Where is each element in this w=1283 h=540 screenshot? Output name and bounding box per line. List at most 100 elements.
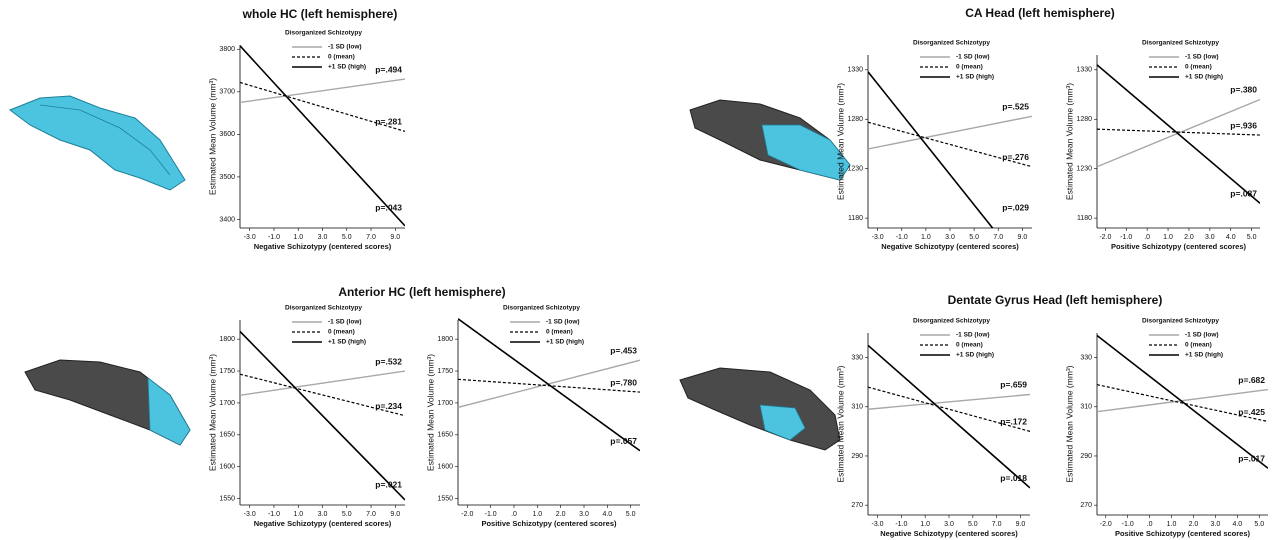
annotation: p=.057 <box>610 436 637 446</box>
annotation: p=.018 <box>1000 473 1027 483</box>
x-tick-label: 9.0 <box>390 511 400 518</box>
x-tick-label: 7.0 <box>992 521 1002 528</box>
x-tick-label: -1.0 <box>485 511 497 518</box>
brain-anterior-hc <box>24 359 191 446</box>
x-tick-label: -1.0 <box>1120 234 1132 241</box>
annotation: p=.281 <box>375 117 402 127</box>
y-tick-label: 1750 <box>219 368 235 375</box>
y-tick-label: 1230 <box>847 166 863 173</box>
annotation: p=.021 <box>375 479 402 489</box>
y-axis-label: Estimated Mean Volume (mm³) <box>207 78 217 195</box>
legend-label: 0 (mean) <box>1185 342 1212 349</box>
y-tick-label: 310 <box>1080 404 1092 411</box>
chart-title: CA Head (left hemisphere) <box>965 6 1115 20</box>
brain-whole-hc <box>8 95 186 191</box>
x-tick-label: 7.0 <box>993 234 1003 241</box>
legend-label: +1 SD (high) <box>956 352 994 359</box>
x-tick-label: 1.0 <box>293 511 303 518</box>
x-tick-label: 4.0 <box>1226 234 1236 241</box>
y-tick-label: 3500 <box>219 174 235 181</box>
legend-label: +1 SD (high) <box>328 339 366 346</box>
y-tick-label: 1700 <box>219 400 235 407</box>
x-tick-label: 3.0 <box>944 521 954 528</box>
legend-label: +1 SD (high) <box>956 74 994 81</box>
series-line <box>240 45 405 227</box>
annotation: p=.659 <box>1000 380 1027 390</box>
x-tick-label: 4.0 <box>602 511 612 518</box>
series-line <box>868 344 1030 489</box>
y-axis-label: Estimated Mean Volume (mm³) <box>835 365 845 482</box>
annotation: p=.087 <box>1230 189 1257 199</box>
x-tick-label: 3.0 <box>318 511 328 518</box>
y-tick-label: 1650 <box>437 432 453 439</box>
x-tick-label: 9.0 <box>390 234 400 241</box>
x-tick-label: 2.0 <box>1189 521 1199 528</box>
y-tick-label: 1280 <box>1076 116 1092 123</box>
y-tick-label: 1280 <box>847 116 863 123</box>
y-tick-label: 1230 <box>1076 166 1092 173</box>
series-line <box>1097 388 1268 413</box>
x-tick-label: 5.0 <box>1254 521 1264 528</box>
x-tick-label: .0 <box>1147 521 1153 528</box>
y-tick-label: 290 <box>851 453 863 460</box>
x-axis-label: Negative Schizotypy (centered scores) <box>254 242 392 251</box>
x-tick-label: -1.0 <box>268 511 280 518</box>
legend-label: 0 (mean) <box>328 54 355 61</box>
annotation: p=.780 <box>610 377 637 387</box>
series-line <box>868 386 1030 432</box>
legend-title: Disorganized Schizotypy <box>503 305 580 312</box>
x-tick-label: -3.0 <box>244 511 256 518</box>
y-axis-label: Estimated Mean Volume (mm³) <box>425 354 435 471</box>
y-tick-label: 1600 <box>437 464 453 471</box>
legend-label: 0 (mean) <box>546 329 573 336</box>
annotation: p=.172 <box>1000 417 1027 427</box>
annotation: p=.682 <box>1238 375 1265 385</box>
series-line <box>1097 64 1260 204</box>
legend-title: Disorganized Schizotypy <box>1142 40 1219 47</box>
x-tick-label: 3.0 <box>945 234 955 241</box>
x-tick-label: 3.0 <box>1211 521 1221 528</box>
series-line <box>240 370 405 396</box>
y-tick-label: 1550 <box>219 495 235 502</box>
legend-label: +1 SD (high) <box>1185 74 1223 81</box>
x-tick-label: -2.0 <box>461 511 473 518</box>
legend-label: -1 SD (low) <box>546 319 580 326</box>
y-axis-label: Estimated Mean Volume (mm³) <box>1064 365 1074 482</box>
x-tick-label: 7.0 <box>366 511 376 518</box>
annotation: p=.453 <box>610 345 637 355</box>
annotation: p=.029 <box>1002 202 1029 212</box>
x-tick-label: -3.0 <box>244 234 256 241</box>
series-line <box>868 121 1032 168</box>
legend-label: 0 (mean) <box>1185 64 1212 71</box>
legend-title: Disorganized Schizotypy <box>913 40 990 47</box>
annotation: p=.525 <box>1002 102 1029 112</box>
chart-title: Anterior HC (left hemisphere) <box>338 285 505 299</box>
series-line <box>1097 334 1268 469</box>
x-axis-label: Negative Schizotypy (centered scores) <box>254 519 392 528</box>
y-tick-label: 330 <box>1080 354 1092 361</box>
x-tick-label: 1.0 <box>1163 234 1173 241</box>
y-tick-label: 1700 <box>437 400 453 407</box>
y-tick-label: 1180 <box>848 215 863 222</box>
x-tick-label: 5.0 <box>969 234 979 241</box>
x-tick-label: 2.0 <box>556 511 566 518</box>
series-line <box>240 81 405 132</box>
x-axis-label: Negative Schizotypy (centered scores) <box>880 529 1018 538</box>
y-tick-label: 1330 <box>1076 67 1092 74</box>
annotation: p=.276 <box>1002 152 1029 162</box>
annotation: p=.494 <box>375 64 402 74</box>
series-line <box>458 318 640 452</box>
legend-title: Disorganized Schizotypy <box>913 318 990 325</box>
legend-label: +1 SD (high) <box>328 64 366 71</box>
legend-title: Disorganized Schizotypy <box>285 305 362 312</box>
y-tick-label: 290 <box>1080 453 1092 460</box>
annotation: p=.936 <box>1230 120 1257 130</box>
y-tick-label: 1550 <box>437 495 453 502</box>
x-tick-label: 7.0 <box>366 234 376 241</box>
x-tick-label: .0 <box>1144 234 1150 241</box>
series-line <box>1097 128 1260 136</box>
brain-dg-head <box>679 367 841 451</box>
annotation: p=.380 <box>1230 85 1257 95</box>
x-tick-label: 3.0 <box>318 234 328 241</box>
x-tick-label: -3.0 <box>872 234 884 241</box>
